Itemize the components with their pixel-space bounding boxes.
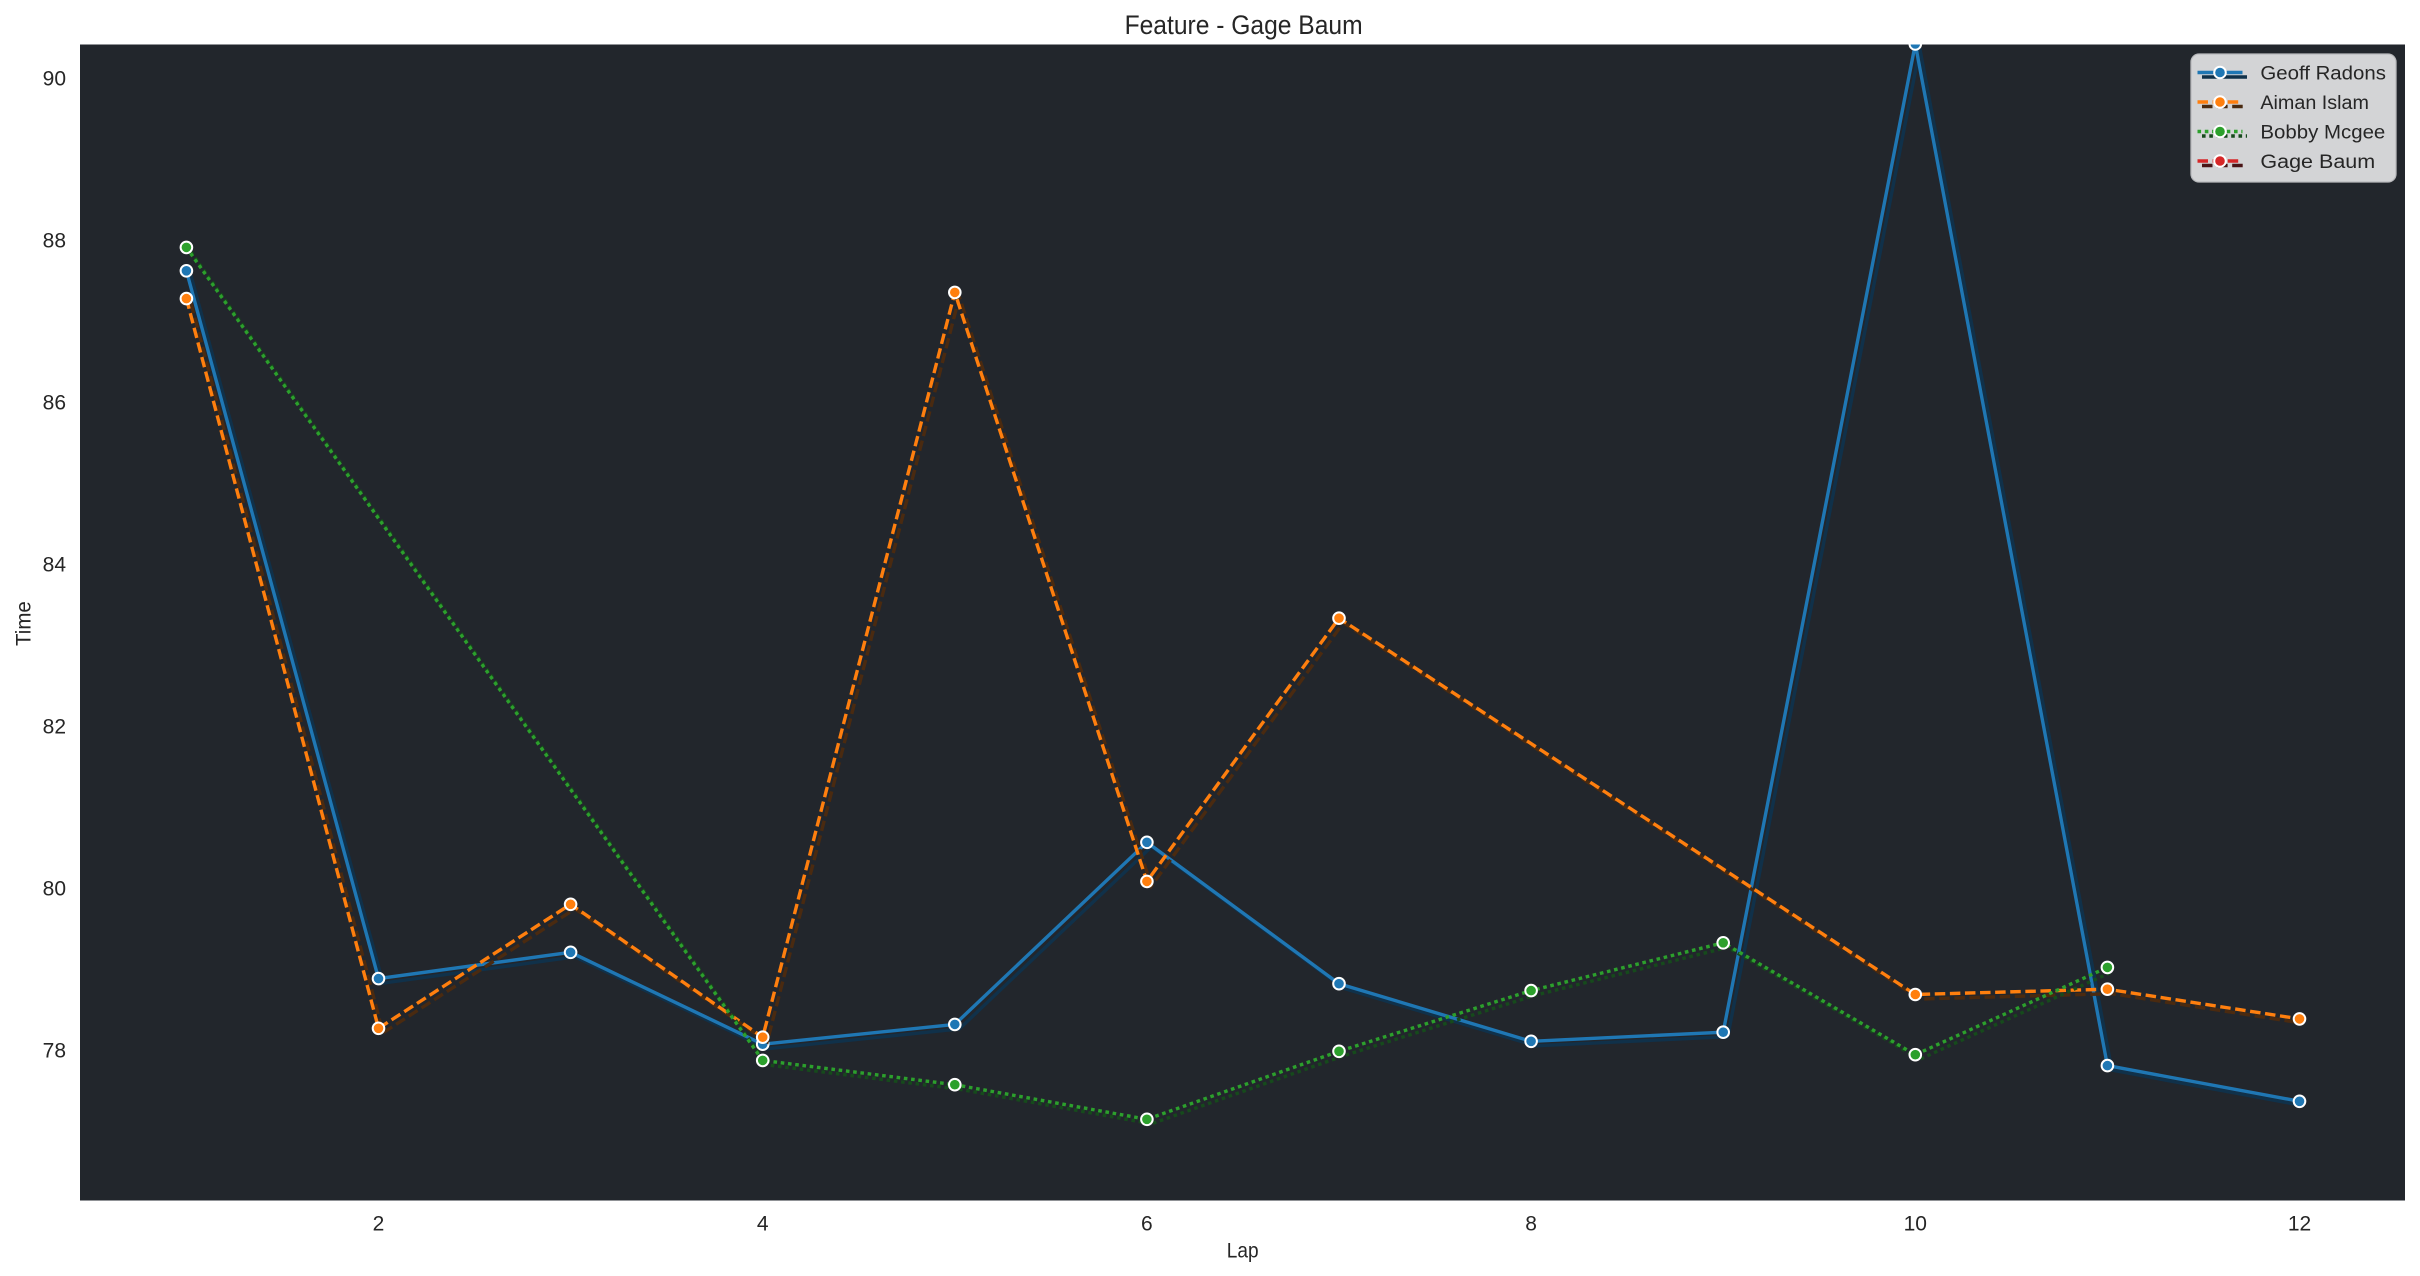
svg-text:86: 86 — [43, 391, 66, 414]
svg-text:Lap: Lap — [1227, 1239, 1259, 1262]
svg-text:Bobby Mcgee: Bobby Mcgee — [2260, 122, 2385, 144]
svg-text:Feature - Gage Baum: Feature - Gage Baum — [1125, 10, 1363, 40]
svg-text:8: 8 — [1525, 1213, 1537, 1236]
svg-text:Geoff Radons: Geoff Radons — [2260, 63, 2386, 85]
svg-text:82: 82 — [43, 715, 66, 738]
svg-text:4: 4 — [757, 1213, 769, 1236]
svg-text:6: 6 — [1141, 1213, 1153, 1236]
svg-text:2: 2 — [373, 1213, 385, 1236]
svg-text:84: 84 — [43, 553, 67, 576]
svg-text:88: 88 — [43, 229, 66, 252]
svg-text:80: 80 — [43, 877, 66, 900]
svg-text:90: 90 — [43, 67, 66, 90]
svg-text:Aiman Islam: Aiman Islam — [2260, 92, 2369, 114]
svg-text:78: 78 — [43, 1039, 66, 1062]
svg-text:Gage Baum: Gage Baum — [2260, 151, 2375, 173]
svg-text:10: 10 — [1904, 1213, 1927, 1236]
svg-text:12: 12 — [2288, 1213, 2311, 1236]
svg-text:Time: Time — [13, 601, 36, 646]
